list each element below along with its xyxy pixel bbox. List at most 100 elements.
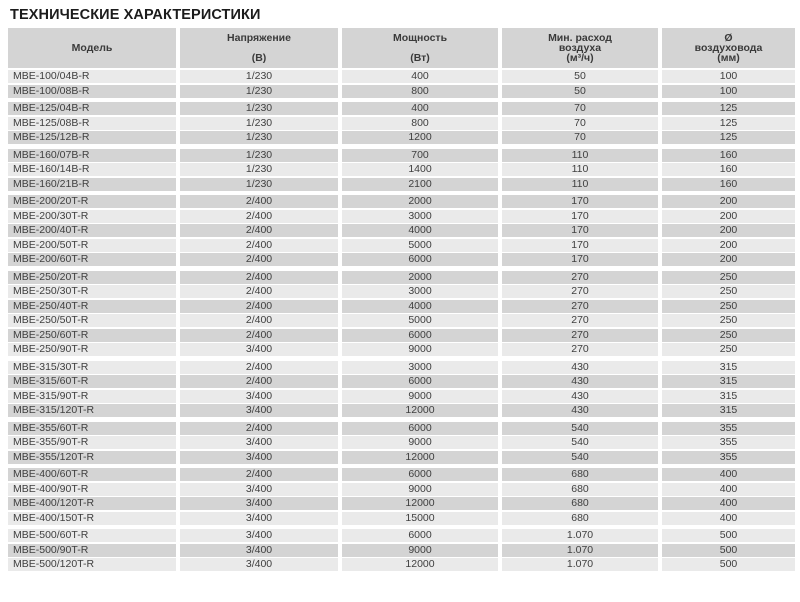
table-row: MBE-160/21B-R 1/230 2100 110 160 <box>8 177 795 191</box>
table-row: MBE-400/60T-R 2/400 6000 680 400 <box>8 468 795 481</box>
cell-power: 2100 <box>342 177 498 191</box>
cell-airflow: 270 <box>502 328 658 342</box>
cell-voltage: 2/400 <box>180 421 338 435</box>
cell-airflow: 50 <box>502 84 658 98</box>
model-group: MBE-500/60T-R 3/400 6000 1.070 500 MBE-500/90… <box>8 529 795 571</box>
cell-model: MBE-500/120T-R <box>8 558 176 571</box>
cell-voltage: 3/400 <box>180 558 338 571</box>
table-row: MBE-100/08B-R 1/230 800 50 100 <box>8 84 795 98</box>
cell-voltage: 3/400 <box>180 482 338 496</box>
table-row: MBE-125/04B-R 1/230 400 70 125 <box>8 102 795 115</box>
cell-duct: 200 <box>662 209 795 223</box>
cell-model: MBE-250/90T-R <box>8 343 176 356</box>
cell-model: MBE-400/150T-R <box>8 511 176 525</box>
cell-voltage: 3/400 <box>180 389 338 403</box>
cell-airflow: 170 <box>502 195 658 208</box>
cell-model: MBE-315/120T-R <box>8 404 176 417</box>
cell-voltage: 2/400 <box>180 224 338 237</box>
cell-voltage: 3/400 <box>180 543 338 557</box>
cell-model: MBE-125/04B-R <box>8 102 176 115</box>
table-body: MBE-100/04B-R 1/230 400 50 100 MBE-100/08B-R 1… <box>8 70 795 571</box>
cell-duct: 200 <box>662 195 795 208</box>
cell-power: 2000 <box>342 195 498 208</box>
cell-duct: 315 <box>662 389 795 403</box>
cell-airflow: 430 <box>502 375 658 388</box>
cell-duct: 315 <box>662 360 795 374</box>
table-row: MBE-355/120T-R 3/400 12000 540 355 <box>8 450 795 464</box>
table-row: MBE-400/120T-R 3/400 12000 680 400 <box>8 497 795 510</box>
cell-airflow: 270 <box>502 270 658 284</box>
table-row: MBE-500/60T-R 3/400 6000 1.070 500 <box>8 529 795 542</box>
table-row: MBE-250/20T-R 2/400 2000 270 250 <box>8 270 795 284</box>
cell-duct: 250 <box>662 328 795 342</box>
model-group: MBE-200/20T-R 2/400 2000 170 200 MBE-200/30T-… <box>8 195 795 266</box>
table-row: MBE-100/04B-R 1/230 400 50 100 <box>8 70 795 83</box>
cell-voltage: 1/230 <box>180 102 338 115</box>
cell-airflow: 170 <box>502 253 658 266</box>
table-row: MBE-400/150T-R 3/400 15000 680 400 <box>8 511 795 525</box>
cell-voltage: 1/230 <box>180 148 338 162</box>
cell-model: MBE-250/20T-R <box>8 270 176 284</box>
column-header-airflow: Мин. расход воздуха (м³/ч) <box>502 28 658 68</box>
cell-airflow: 680 <box>502 511 658 525</box>
cell-airflow: 50 <box>502 70 658 83</box>
cell-airflow: 70 <box>502 116 658 130</box>
cell-power: 6000 <box>342 328 498 342</box>
cell-power: 3000 <box>342 285 498 298</box>
cell-model: MBE-500/90T-R <box>8 543 176 557</box>
cell-airflow: 540 <box>502 436 658 449</box>
cell-voltage: 1/230 <box>180 84 338 98</box>
table-row: MBE-315/120T-R 3/400 12000 430 315 <box>8 404 795 417</box>
cell-power: 6000 <box>342 468 498 481</box>
cell-voltage: 2/400 <box>180 253 338 266</box>
column-header-line: воздуховода <box>694 42 763 54</box>
cell-power: 6000 <box>342 375 498 388</box>
cell-airflow: 540 <box>502 421 658 435</box>
cell-power: 9000 <box>342 482 498 496</box>
column-header-model: Модель <box>8 28 176 68</box>
table-row: MBE-315/30T-R 2/400 3000 430 315 <box>8 360 795 374</box>
cell-duct: 500 <box>662 543 795 557</box>
cell-airflow: 1.070 <box>502 529 658 542</box>
cell-voltage: 3/400 <box>180 436 338 449</box>
cell-duct: 400 <box>662 511 795 525</box>
cell-power: 9000 <box>342 436 498 449</box>
cell-airflow: 270 <box>502 285 658 298</box>
cell-voltage: 1/230 <box>180 70 338 83</box>
cell-airflow: 1.070 <box>502 543 658 557</box>
cell-power: 5000 <box>342 314 498 327</box>
table-header-row: Модель Напряжение (В) Мощность (Вт) Мин. ра… <box>8 28 795 68</box>
table-row: MBE-250/40T-R 2/400 4000 270 250 <box>8 299 795 313</box>
cell-power: 12000 <box>342 450 498 464</box>
column-header-line: Мощность <box>392 32 448 44</box>
cell-model: MBE-100/08B-R <box>8 84 176 98</box>
cell-airflow: 170 <box>502 209 658 223</box>
cell-power: 5000 <box>342 238 498 252</box>
cell-airflow: 1.070 <box>502 558 658 571</box>
cell-duct: 200 <box>662 224 795 237</box>
cell-model: MBE-200/20T-R <box>8 195 176 208</box>
cell-model: MBE-200/50T-R <box>8 238 176 252</box>
cell-duct: 355 <box>662 436 795 449</box>
cell-duct: 250 <box>662 343 795 356</box>
cell-duct: 160 <box>662 177 795 191</box>
cell-voltage: 1/230 <box>180 163 338 176</box>
column-header-line: Модель <box>71 42 113 54</box>
table-row: MBE-315/90T-R 3/400 9000 430 315 <box>8 389 795 403</box>
column-header-line: (В) <box>251 52 267 64</box>
table-row: MBE-315/60T-R 2/400 6000 430 315 <box>8 375 795 388</box>
cell-model: MBE-125/12B-R <box>8 131 176 144</box>
cell-power: 700 <box>342 148 498 162</box>
cell-model: MBE-315/90T-R <box>8 389 176 403</box>
cell-power: 15000 <box>342 511 498 525</box>
cell-voltage: 2/400 <box>180 328 338 342</box>
model-group: MBE-315/30T-R 2/400 3000 430 315 MBE-315/60T-… <box>8 360 795 417</box>
cell-airflow: 110 <box>502 177 658 191</box>
cell-voltage: 3/400 <box>180 497 338 510</box>
cell-duct: 250 <box>662 285 795 298</box>
cell-duct: 160 <box>662 163 795 176</box>
cell-voltage: 3/400 <box>180 529 338 542</box>
cell-duct: 500 <box>662 558 795 571</box>
table-row: MBE-355/90T-R 3/400 9000 540 355 <box>8 436 795 449</box>
